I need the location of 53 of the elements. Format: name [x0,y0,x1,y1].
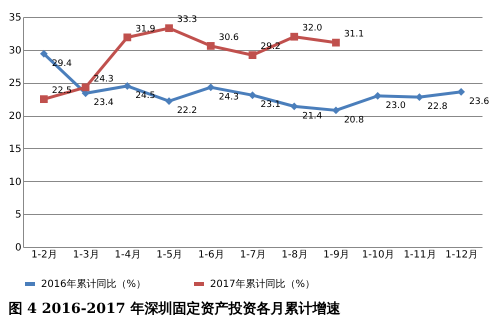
x-tick-label: 1-2月 [31,250,58,260]
text: 图 4 2016-2017 年深圳固定资产投资各月累计增速 [8,300,342,317]
y-tick-label: 15 [8,144,22,155]
data-label: 31.9 [135,24,156,34]
data-label: 32.0 [302,24,323,34]
point [290,32,298,41]
x-tick-label: 1-10月 [362,250,395,260]
x-tick-label: 1-11月 [404,250,436,260]
y-tick-label: 25 [8,78,22,90]
y-tick-label: 30 [8,45,22,56]
point [165,97,173,105]
data-label: 24.5 [135,91,156,101]
y-tick-label: 5 [15,210,22,221]
x-tick-label: 1-8月 [282,250,308,260]
x-tick-label: 1-9月 [323,250,350,260]
point [165,24,173,32]
data-label: 30.6 [218,32,240,43]
data-label: 21.4 [302,111,323,122]
point [332,38,340,46]
point [248,91,256,100]
data-label: 23.6 [469,96,490,107]
point [123,34,132,42]
point [40,95,48,104]
point [206,83,215,92]
point [248,51,256,59]
point [332,106,340,114]
y-tick-label: 20 [8,111,22,122]
data-label: 23.1 [260,100,281,110]
data-label: 20.8 [344,115,364,126]
x-tick-label: 1-4月 [114,250,141,260]
data-label: 24.3 [94,74,114,84]
data-label: 31.1 [344,30,364,40]
x-tick-label: 1-3月 [72,250,100,260]
x-tick-label: 1-7月 [240,250,266,260]
x-tick-label: 1-5月 [156,250,183,260]
y-tick-label: 10 [8,176,22,188]
point [82,83,90,92]
legend-label: 2016年累计同比（%） [41,278,146,290]
data-label: 24.3 [218,92,239,102]
data-label: 22.5 [52,86,72,96]
point [457,88,466,96]
data-label: 23.0 [386,100,406,111]
point [40,50,48,58]
point [206,42,215,50]
legend-label: 2017年累计同比（%） [210,278,315,290]
data-label: 23.4 [94,98,114,108]
data-label: 33.3 [177,15,198,26]
data-label: 22.2 [177,106,198,116]
y-tick-label: 0 [15,242,22,254]
data-label: 22.8 [427,102,448,112]
x-tick-label: 1-12月 [445,250,478,260]
y-tick-label: 35 [8,12,22,24]
x-tick-label: 1-6月 [198,250,224,260]
